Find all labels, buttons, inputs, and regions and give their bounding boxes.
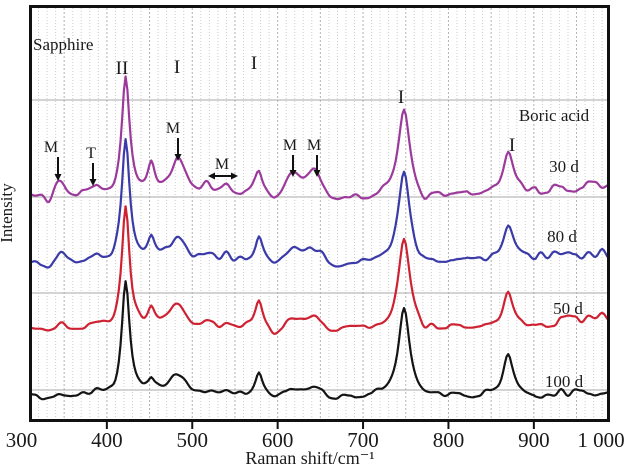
peak-M-618: M: [283, 137, 297, 154]
peak-M-530: M: [215, 156, 229, 173]
curve-label-80-d: 80 d: [547, 227, 577, 246]
peak-M-345: M: [44, 139, 58, 156]
x-axis-ticks: 300 400 500 600 700 800 900 1 000: [6, 422, 625, 452]
down-arrow-head-icon: [313, 170, 321, 177]
y-axis-title: Intensity: [0, 183, 16, 243]
peak-I-870: I: [509, 135, 515, 156]
spectrum-100-d: [31, 280, 608, 401]
x-tick-label: 600: [262, 428, 294, 452]
curve-label-100-d: 100 d: [545, 372, 584, 391]
x-tick-label: 900: [518, 428, 550, 452]
peak-T-388: T: [86, 145, 96, 162]
curve-label-30-d: 30 d: [549, 157, 579, 176]
plot-frame: [29, 5, 610, 422]
x-tick-label: 800: [433, 428, 465, 452]
curve-label-50-d: 50 d: [553, 299, 583, 318]
x-tick-label: 700: [347, 428, 379, 452]
spectrum-50-d: [31, 205, 608, 335]
peak-I-483: I: [174, 57, 180, 78]
sapphire-label: Sapphire: [33, 35, 93, 54]
down-arrow-head-icon: [174, 154, 182, 161]
peak-I-748: I: [398, 87, 404, 108]
x-tick-label: 400: [91, 428, 123, 452]
x-tick-label: 500: [177, 428, 209, 452]
x-axis-title: Raman shift/cm⁻¹: [245, 448, 374, 468]
double-arrow-head-icon: [231, 172, 238, 180]
down-arrow-head-icon: [54, 174, 62, 181]
boric-acid-label: Boric acid: [519, 106, 590, 125]
down-arrow-head-icon: [89, 179, 97, 186]
down-arrow-head-icon: [289, 170, 297, 177]
peak-M-643: M: [307, 137, 321, 154]
peak-I-578: I: [251, 53, 257, 74]
peak-II-label: II: [116, 58, 129, 79]
peak-M-483: M: [166, 120, 180, 137]
series-layer: [31, 75, 608, 401]
spectrum-30-d: [31, 75, 608, 204]
spectrum-80-d: [31, 138, 608, 269]
x-tick-label: 300: [6, 428, 38, 452]
x-tick-label: 1 000: [577, 428, 624, 452]
double-arrow-head-icon: [208, 172, 215, 180]
